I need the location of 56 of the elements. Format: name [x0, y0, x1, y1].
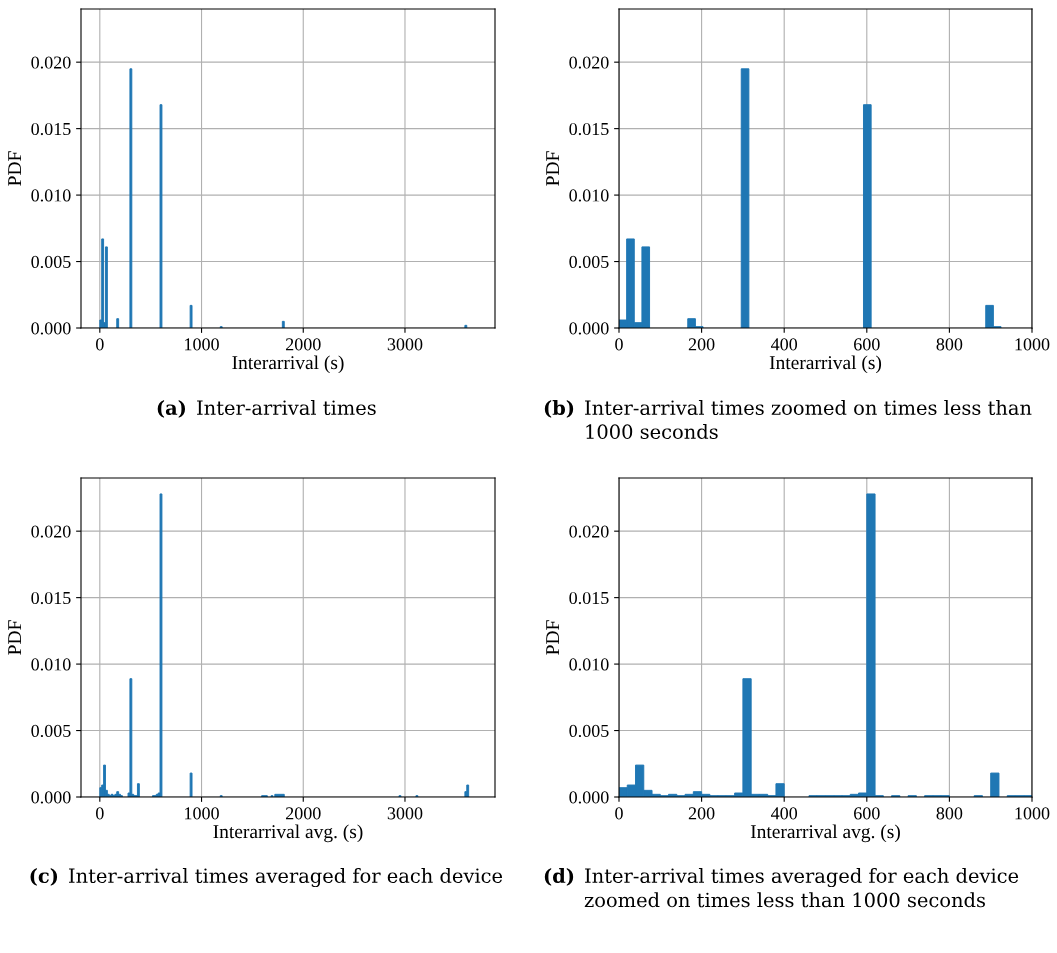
x-tick-label: 800: [936, 338, 963, 351]
x-tick-label: 200: [688, 338, 715, 351]
y-tick-label: 0.020: [569, 56, 609, 69]
x-tick-label: 400: [771, 807, 798, 820]
x-tick-label: 3000: [387, 807, 423, 820]
text: Inter-arrival times averaged for each device zoomed on times less than 1000 seconds: [584, 868, 1019, 908]
text: Inter-arrival times zoomed on times less than 1000 seconds: [585, 400, 1032, 440]
x-tick-label: 0: [615, 807, 623, 820]
y-axis-title: PDF: [546, 151, 559, 186]
text: Inter-arrival times: [197, 400, 376, 416]
x-tick-label: 600: [854, 807, 880, 820]
y-tick-label: 0.015: [569, 591, 609, 605]
x-tick-label: 0: [95, 807, 104, 820]
y-tick-label: 0.010: [31, 658, 71, 671]
x-tick-label: 1000: [1015, 807, 1050, 820]
x-axis-title: Interarrival avg. (s): [750, 824, 900, 843]
y-tick-label: 0.000: [569, 791, 609, 804]
x-tick-label: 1000: [185, 807, 219, 820]
y-tick-label: 0.005: [569, 724, 609, 738]
x-tick-label: 0: [615, 338, 623, 351]
x-tick-label: 1000: [1015, 338, 1050, 351]
y-tick-label: 0.000: [569, 322, 609, 335]
text: (b): [544, 400, 574, 418]
text: (c): [30, 868, 58, 886]
x-axis-title: Interarrival (s): [769, 355, 882, 374]
y-tick-label: 0.015: [31, 122, 71, 136]
text: (a): [157, 400, 186, 418]
y-tick-label: 0.000: [31, 322, 71, 335]
x-tick-label: 2000: [286, 338, 321, 351]
y-tick-label: 0.005: [31, 724, 71, 738]
x-tick-label: 400: [771, 338, 798, 351]
y-tick-label: 0.010: [569, 658, 609, 671]
text: Inter-arrival times averaged for each device: [69, 868, 503, 888]
x-tick-label: 800: [936, 807, 963, 820]
text: (d): [544, 868, 574, 886]
x-tick-label: 3000: [387, 338, 423, 351]
y-tick-label: 0.015: [569, 122, 609, 136]
x-tick-label: 2000: [286, 807, 321, 820]
y-tick-label: 0.005: [569, 255, 609, 269]
x-axis-title: Interarrival (s): [232, 355, 344, 374]
y-tick-label: 0.020: [31, 525, 71, 538]
y-tick-label: 0.010: [569, 189, 609, 202]
x-tick-label: 0: [95, 338, 104, 351]
y-tick-label: 0.010: [31, 189, 71, 202]
x-tick-label: 600: [854, 338, 880, 351]
y-axis-title: PDF: [8, 620, 21, 655]
y-axis-title: PDF: [546, 620, 559, 655]
y-tick-label: 0.015: [31, 591, 71, 605]
y-tick-label: 0.020: [31, 56, 71, 69]
x-tick-label: 200: [688, 807, 715, 820]
y-tick-label: 0.000: [31, 791, 71, 804]
y-axis-title: PDF: [8, 151, 21, 186]
y-tick-label: 0.005: [31, 255, 71, 269]
x-tick-label: 1000: [185, 338, 219, 351]
y-tick-label: 0.020: [569, 525, 609, 538]
x-axis-title: Interarrival avg. (s): [213, 824, 363, 843]
